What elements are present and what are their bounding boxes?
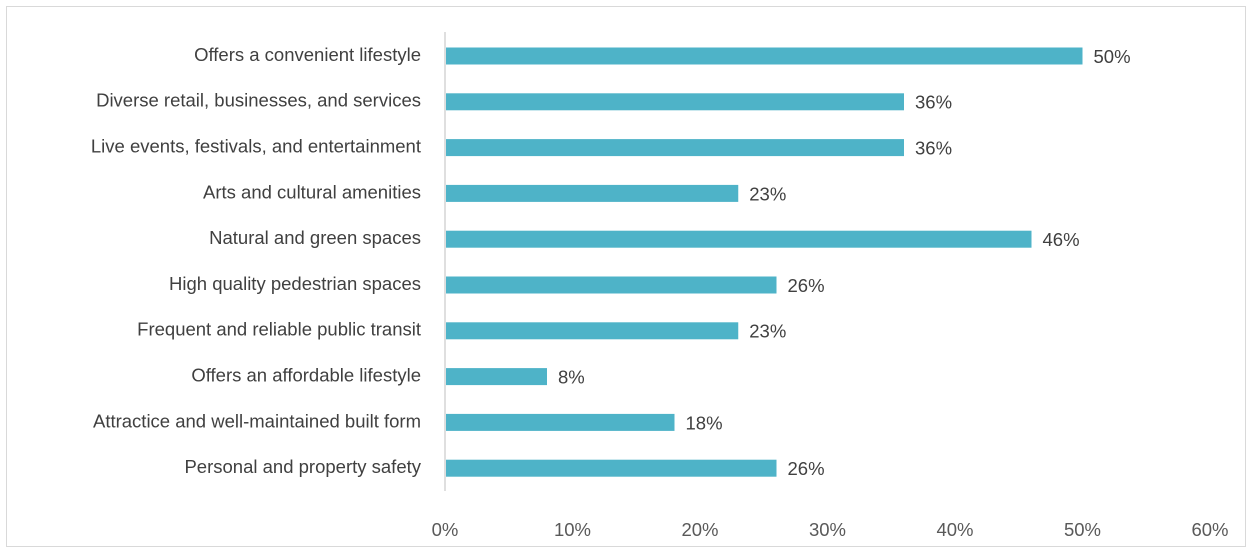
x-tick-label: 40% [936, 519, 973, 540]
category-label: Personal and property safety [184, 456, 421, 477]
category-label: High quality pedestrian spaces [169, 273, 421, 294]
x-tick-label: 50% [1064, 519, 1101, 540]
bar [446, 459, 777, 477]
value-label: 36% [915, 92, 952, 113]
bar [446, 368, 547, 386]
bar [446, 47, 1083, 65]
value-label: 23% [749, 321, 786, 342]
value-label: 26% [788, 458, 825, 479]
value-label: 50% [1094, 46, 1131, 67]
category-labels: Offers a convenient lifestyle Diverse ret… [91, 44, 422, 477]
bar [446, 276, 777, 294]
category-label: Diverse retail, businesses, and services [96, 90, 421, 111]
x-tick-labels: 0% 10% 20% 30% 40% 50% 60% [432, 519, 1229, 540]
x-tick-label: 30% [809, 519, 846, 540]
category-label: Frequent and reliable public transit [137, 319, 421, 340]
x-tick-label: 60% [1191, 519, 1228, 540]
value-label: 36% [915, 137, 952, 158]
value-label: 26% [788, 275, 825, 296]
x-tick-label: 20% [681, 519, 718, 540]
category-label: Natural and green spaces [209, 227, 421, 248]
x-tick-label: 10% [554, 519, 591, 540]
category-label: Offers a convenient lifestyle [194, 44, 421, 65]
category-label: Live events, festivals, and entertainmen… [91, 135, 421, 156]
category-label: Arts and cultural amenities [203, 181, 421, 202]
bar [446, 139, 904, 157]
bar [446, 413, 675, 431]
bars [446, 47, 1083, 477]
category-label: Attractice and well-maintained built for… [93, 410, 421, 431]
bar [446, 230, 1032, 248]
bar [446, 93, 904, 111]
x-tick-label: 0% [432, 519, 459, 540]
value-label: 8% [558, 366, 585, 387]
category-label: Offers an affordable lifestyle [191, 364, 421, 385]
value-label: 46% [1043, 229, 1080, 250]
bar [446, 322, 739, 340]
value-labels: 50% 36% 36% 23% 46% 26% 23% 8% 18% 26% [558, 46, 1131, 479]
value-label: 23% [749, 183, 786, 204]
value-label: 18% [686, 412, 723, 433]
bar [446, 184, 739, 202]
